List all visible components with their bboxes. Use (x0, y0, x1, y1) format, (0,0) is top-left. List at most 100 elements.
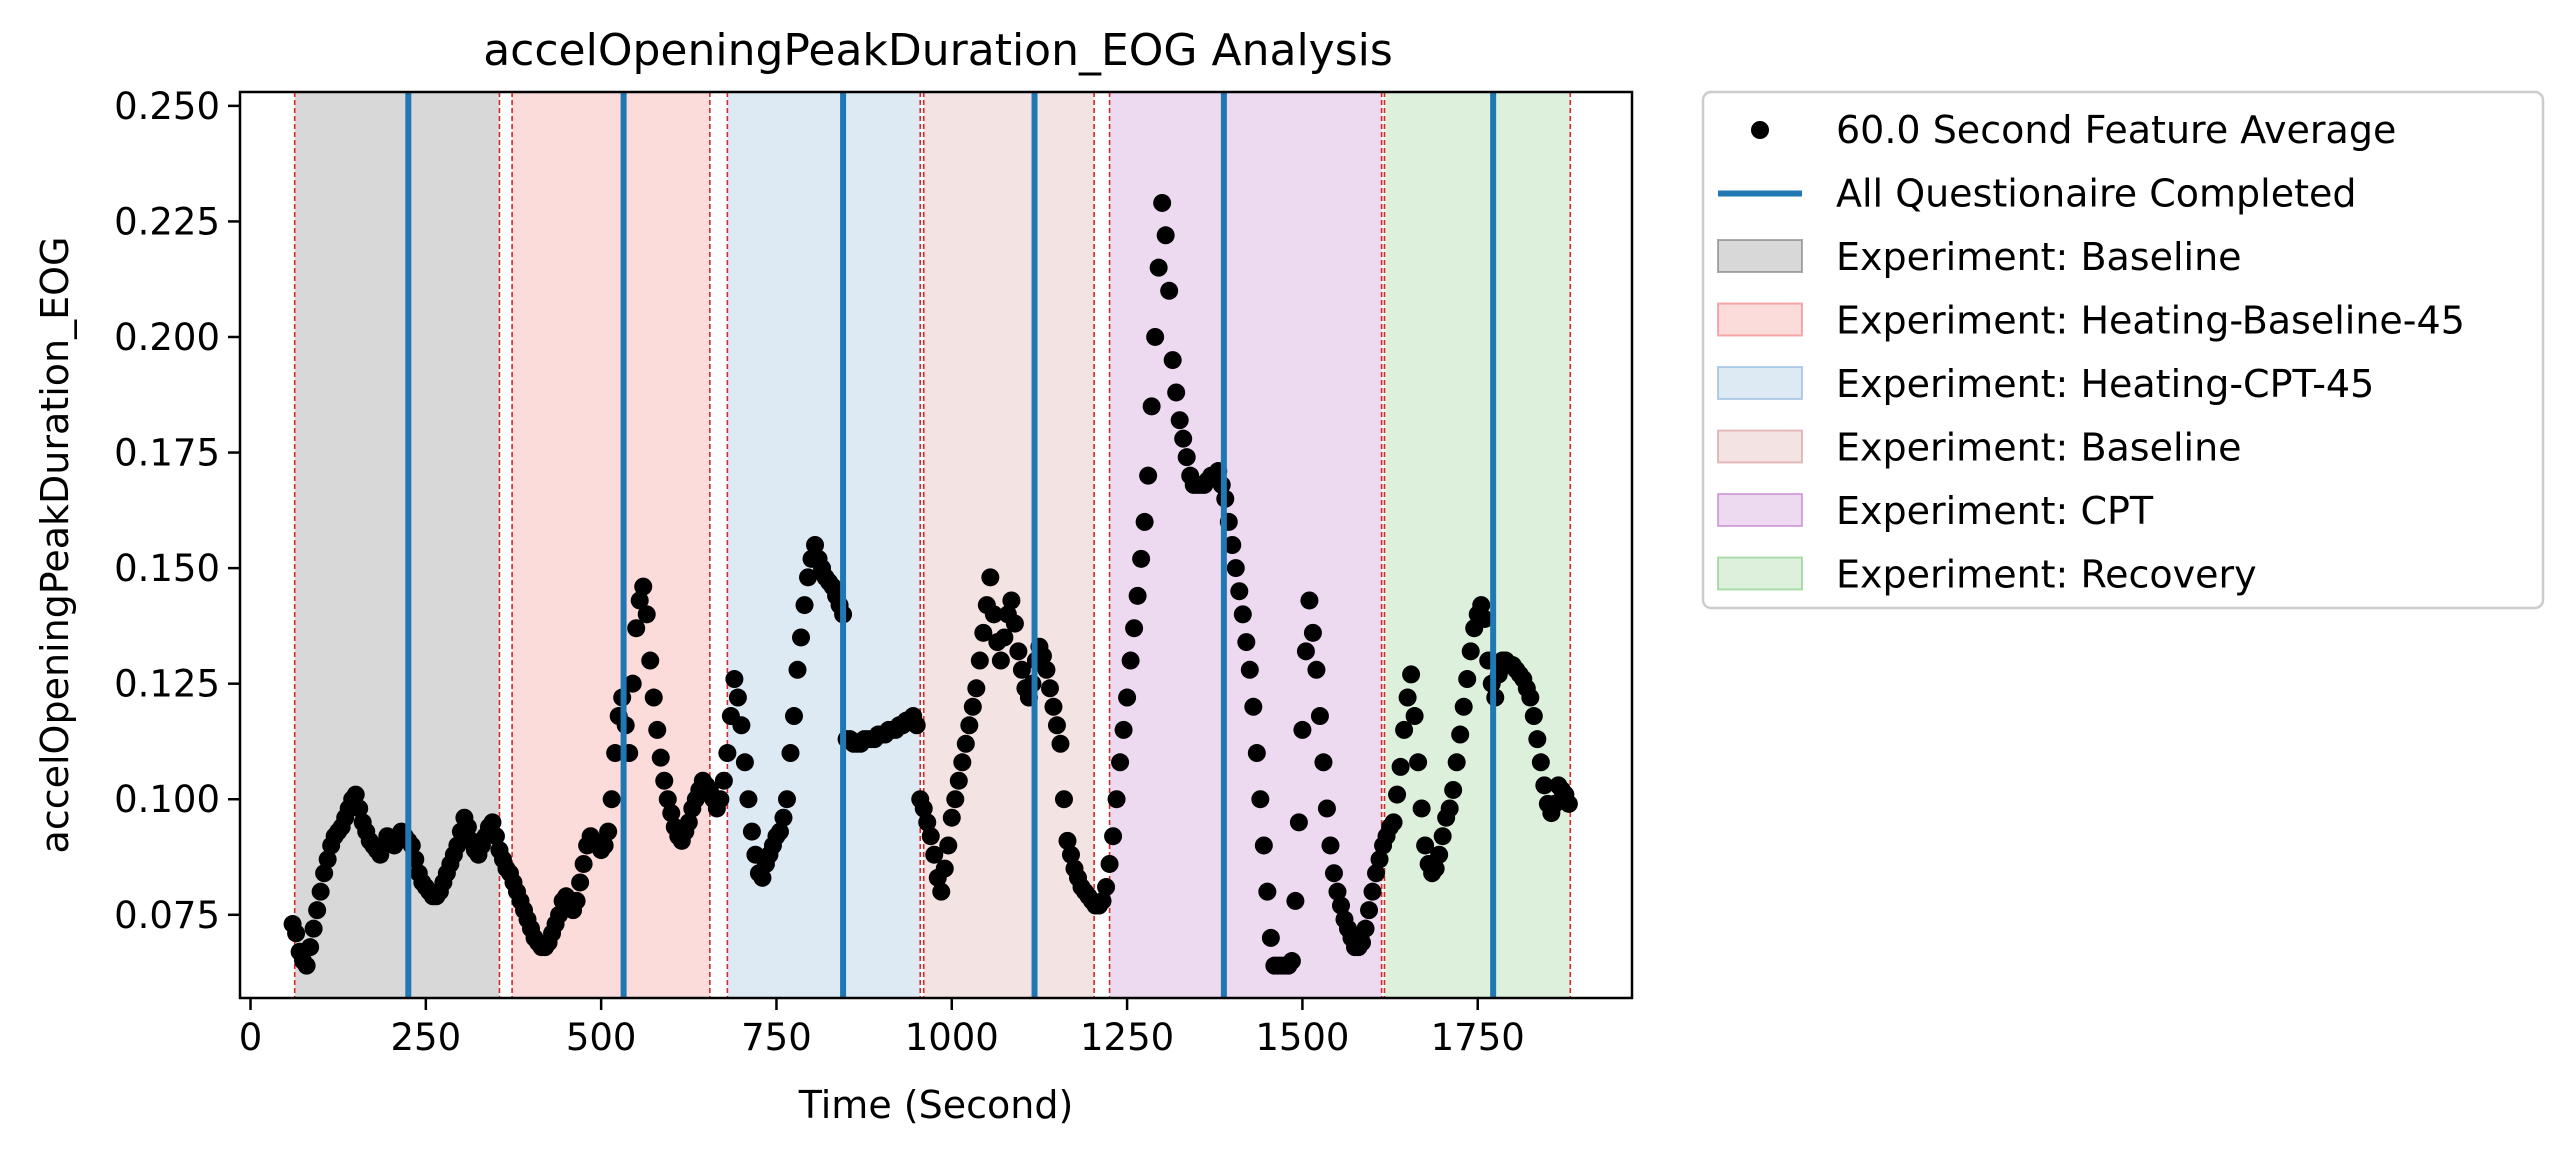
data-point-235 (1107, 790, 1126, 809)
legend-label-4: Experiment: Heating-CPT-45 (1836, 362, 2374, 406)
data-point-332 (1447, 753, 1466, 772)
data-point-216 (1040, 679, 1059, 698)
data-point-232 (1097, 878, 1116, 897)
data-point-131 (742, 822, 761, 841)
data-point-316 (1391, 757, 1410, 776)
data-point-140 (774, 808, 793, 827)
data-point-141 (777, 790, 796, 809)
data-point-314 (1384, 813, 1403, 832)
data-point-123 (714, 771, 733, 790)
data-point-97 (623, 674, 642, 693)
data-point-287 (1289, 813, 1308, 832)
data-point-318 (1398, 688, 1417, 707)
data-point-143 (784, 707, 803, 726)
data-point-252 (1167, 383, 1186, 402)
x-tick-label-4: 1000 (905, 1016, 999, 1059)
data-point-357 (1535, 776, 1554, 795)
data-point-244 (1139, 466, 1158, 485)
data-point-250 (1160, 281, 1179, 300)
data-point-180 (914, 799, 933, 818)
data-point-240 (1125, 619, 1144, 638)
data-point-181 (918, 813, 937, 832)
data-point-104 (648, 720, 667, 739)
span-1-0 (512, 92, 710, 998)
y-tick-label-6: 0.225 (114, 200, 220, 243)
data-point-334 (1454, 697, 1473, 716)
data-point-10 (318, 850, 337, 869)
data-point-293 (1310, 707, 1329, 726)
span-4-0 (1109, 92, 1382, 998)
legend-patch-4 (1717, 366, 1803, 400)
data-point-113 (679, 813, 698, 832)
x-tick-label-3: 750 (741, 1016, 812, 1059)
data-point-236 (1111, 753, 1130, 772)
data-point-339 (1472, 596, 1491, 615)
data-point-185 (932, 882, 951, 901)
data-point-245 (1142, 397, 1161, 416)
data-point-208 (1012, 660, 1031, 679)
data-point-197 (974, 623, 993, 642)
data-point-99 (630, 591, 649, 610)
legend-patch-6 (1717, 493, 1803, 527)
data-point-309 (1367, 864, 1386, 883)
data-point-195 (967, 679, 986, 698)
data-point-193 (960, 716, 979, 735)
data-point-288 (1293, 720, 1312, 739)
data-point-106 (655, 771, 674, 790)
data-point-134 (753, 868, 772, 887)
data-point-194 (963, 697, 982, 716)
data-point-248 (1153, 193, 1172, 212)
x-tick-label-2: 500 (566, 1016, 637, 1059)
data-point-186 (935, 859, 954, 878)
data-point-202 (991, 651, 1010, 670)
data-point-206 (1005, 614, 1024, 633)
x-tick-label-6: 1500 (1255, 1016, 1349, 1059)
data-point-187 (939, 836, 958, 855)
data-point-323 (1416, 836, 1435, 855)
data-point-307 (1360, 901, 1379, 920)
data-point-144 (788, 660, 807, 679)
data-point-246 (1146, 327, 1165, 346)
data-point-217 (1044, 697, 1063, 716)
data-point-239 (1121, 651, 1140, 670)
data-point-249 (1156, 226, 1175, 245)
legend-items: 60.0 Second Feature Average All Questiona… (1717, 108, 2465, 597)
data-point-291 (1303, 623, 1322, 642)
data-point-319 (1402, 665, 1421, 684)
data-point-234 (1104, 827, 1123, 846)
data-point-147 (799, 568, 818, 587)
data-point-149 (806, 536, 825, 554)
legend-label-2: Experiment: Baseline (1836, 235, 2242, 279)
data-point-219 (1051, 734, 1070, 753)
data-point-199 (981, 568, 1000, 587)
data-point-7 (308, 901, 327, 920)
data-point-354 (1524, 707, 1543, 726)
data-point-353 (1521, 688, 1540, 707)
data-point-308 (1363, 882, 1382, 901)
data-point-90 (599, 822, 618, 841)
data-point-130 (739, 790, 758, 809)
data-point-336 (1461, 642, 1480, 661)
data-point-241 (1128, 586, 1147, 605)
data-point-103 (644, 688, 663, 707)
data-point-285 (1282, 952, 1301, 971)
y-tick-label-7: 0.250 (114, 85, 220, 128)
data-point-105 (651, 748, 670, 767)
data-point-254 (1174, 429, 1193, 448)
data-point-102 (641, 651, 660, 670)
x-axis-ticks: 0 250 500 750 1000 1250 1500 1750 (239, 998, 1525, 1059)
legend-label-3: Experiment: Heating-Baseline-45 (1836, 299, 2465, 343)
data-point-317 (1395, 720, 1414, 739)
data-point-290 (1300, 591, 1319, 610)
data-point-289 (1296, 642, 1315, 661)
data-point-4 (297, 956, 316, 975)
data-point-269 (1226, 559, 1245, 578)
data-point-286 (1286, 891, 1305, 910)
y-tick-label-4: 0.175 (114, 432, 220, 475)
data-point-355 (1528, 730, 1547, 749)
data-point-330 (1440, 799, 1459, 818)
y-tick-label-2: 0.125 (114, 663, 220, 706)
x-tick-label-0: 0 (239, 1016, 263, 1059)
data-point-310 (1370, 850, 1389, 869)
data-point-142 (781, 744, 800, 763)
